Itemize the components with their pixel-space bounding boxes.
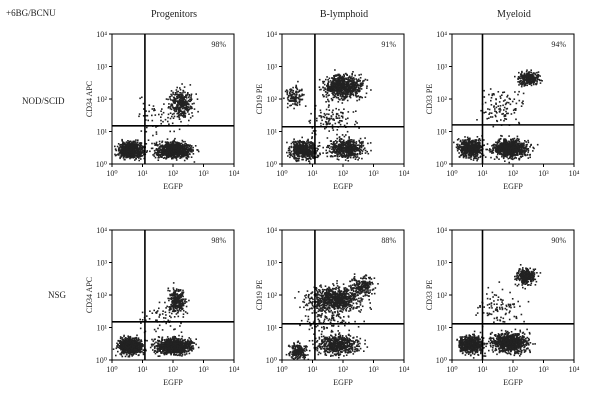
x-tick-label: 10³ — [198, 365, 209, 374]
x-tick-label: 10⁰ — [446, 169, 457, 178]
x-tick-label: 10² — [168, 169, 179, 178]
column-title-progenitors: Progenitors — [150, 9, 198, 20]
x-tick-label: 10³ — [538, 365, 549, 374]
x-tick-label: 10⁰ — [276, 169, 287, 178]
x-tick-label: 10¹ — [477, 365, 488, 374]
x-tick-label: 10¹ — [137, 169, 148, 178]
y-tick-label: 10⁰ — [96, 356, 107, 365]
percent-annotation: 90% — [551, 236, 566, 245]
percent-annotation: 98% — [211, 40, 226, 49]
x-tick-label: 10² — [168, 365, 179, 374]
x-axis-label: EGFP — [163, 182, 183, 191]
percent-annotation: 94% — [551, 40, 566, 49]
x-tick-label: 10¹ — [477, 169, 488, 178]
treatment-label: +6BG/BCNU — [6, 8, 56, 18]
y-tick-label: 10¹ — [437, 324, 448, 333]
y-axis-label: CD33 PE — [425, 280, 434, 311]
y-tick-label: 10¹ — [437, 128, 448, 137]
x-axis-label: EGFP — [503, 378, 523, 387]
x-axis-label: EGFP — [503, 182, 523, 191]
y-axis-label: CD33 PE — [425, 84, 434, 115]
column-title-myeloid: Myeloid — [497, 9, 531, 20]
x-tick-label: 10² — [338, 365, 349, 374]
y-tick-label: 10⁴ — [266, 226, 277, 235]
y-tick-label: 10³ — [437, 63, 448, 72]
x-axis-label: EGFP — [333, 378, 353, 387]
y-tick-label: 10⁴ — [436, 30, 447, 39]
y-tick-label: 10¹ — [267, 128, 278, 137]
row-label-nsg: NSG — [48, 290, 67, 300]
y-tick-label: 10⁴ — [436, 226, 447, 235]
y-tick-label: 10⁴ — [96, 30, 107, 39]
y-tick-label: 10³ — [437, 259, 448, 268]
y-tick-label: 10² — [97, 95, 108, 104]
y-tick-label: 10⁰ — [266, 160, 277, 169]
y-axis-label: CD34 APC — [85, 277, 94, 313]
x-tick-label: 10³ — [368, 365, 379, 374]
x-axis-label: EGFP — [333, 182, 353, 191]
x-tick-label: 10⁴ — [399, 365, 410, 374]
y-tick-label: 10² — [267, 291, 278, 300]
x-tick-label: 10⁴ — [569, 365, 580, 374]
x-tick-label: 10³ — [368, 169, 379, 178]
y-tick-label: 10⁰ — [436, 160, 447, 169]
x-tick-label: 10² — [338, 169, 349, 178]
y-axis-label: CD19 PE — [255, 84, 264, 115]
percent-annotation: 91% — [381, 40, 396, 49]
y-tick-label: 10² — [437, 95, 448, 104]
x-axis-label: EGFP — [163, 378, 183, 387]
y-axis-label: CD34 APC — [85, 81, 94, 117]
x-tick-label: 10⁰ — [276, 365, 287, 374]
y-tick-label: 10¹ — [97, 128, 108, 137]
y-tick-label: 10³ — [267, 63, 278, 72]
y-tick-label: 10⁰ — [266, 356, 277, 365]
y-tick-label: 10² — [267, 95, 278, 104]
x-tick-label: 10⁰ — [106, 365, 117, 374]
x-tick-label: 10⁰ — [106, 169, 117, 178]
event-dots — [112, 282, 200, 358]
event-dots — [285, 273, 379, 361]
y-tick-label: 10³ — [267, 259, 278, 268]
x-tick-label: 10⁴ — [399, 169, 410, 178]
event-dots — [456, 264, 542, 359]
y-tick-label: 10⁴ — [96, 226, 107, 235]
column-title-b-lymphoid: B-lymphoid — [319, 9, 369, 20]
x-tick-label: 10³ — [538, 169, 549, 178]
y-axis-label: CD19 PE — [255, 280, 264, 311]
percent-annotation: 98% — [211, 236, 226, 245]
x-tick-label: 10³ — [198, 169, 209, 178]
event-dots — [114, 83, 200, 163]
y-tick-label: 10³ — [97, 63, 108, 72]
x-tick-label: 10¹ — [307, 365, 318, 374]
percent-annotation: 88% — [381, 236, 396, 245]
y-tick-label: 10⁰ — [96, 160, 107, 169]
row-label-nod-scid: NOD/SCID — [22, 96, 65, 106]
event-dots — [283, 69, 372, 164]
x-tick-label: 10⁴ — [569, 169, 580, 178]
y-tick-label: 10² — [437, 291, 448, 300]
y-tick-label: 10² — [97, 291, 108, 300]
y-tick-label: 10¹ — [97, 324, 108, 333]
x-tick-label: 10⁴ — [229, 365, 240, 374]
x-tick-label: 10² — [508, 365, 519, 374]
y-tick-label: 10⁰ — [436, 356, 447, 365]
x-tick-label: 10² — [508, 169, 519, 178]
x-tick-label: 10⁴ — [229, 169, 240, 178]
y-tick-label: 10³ — [97, 259, 108, 268]
x-tick-label: 10⁰ — [446, 365, 457, 374]
x-tick-label: 10¹ — [137, 365, 148, 374]
event-dots — [453, 69, 543, 164]
y-tick-label: 10¹ — [267, 324, 278, 333]
y-tick-label: 10⁴ — [266, 30, 277, 39]
x-tick-label: 10¹ — [307, 169, 318, 178]
